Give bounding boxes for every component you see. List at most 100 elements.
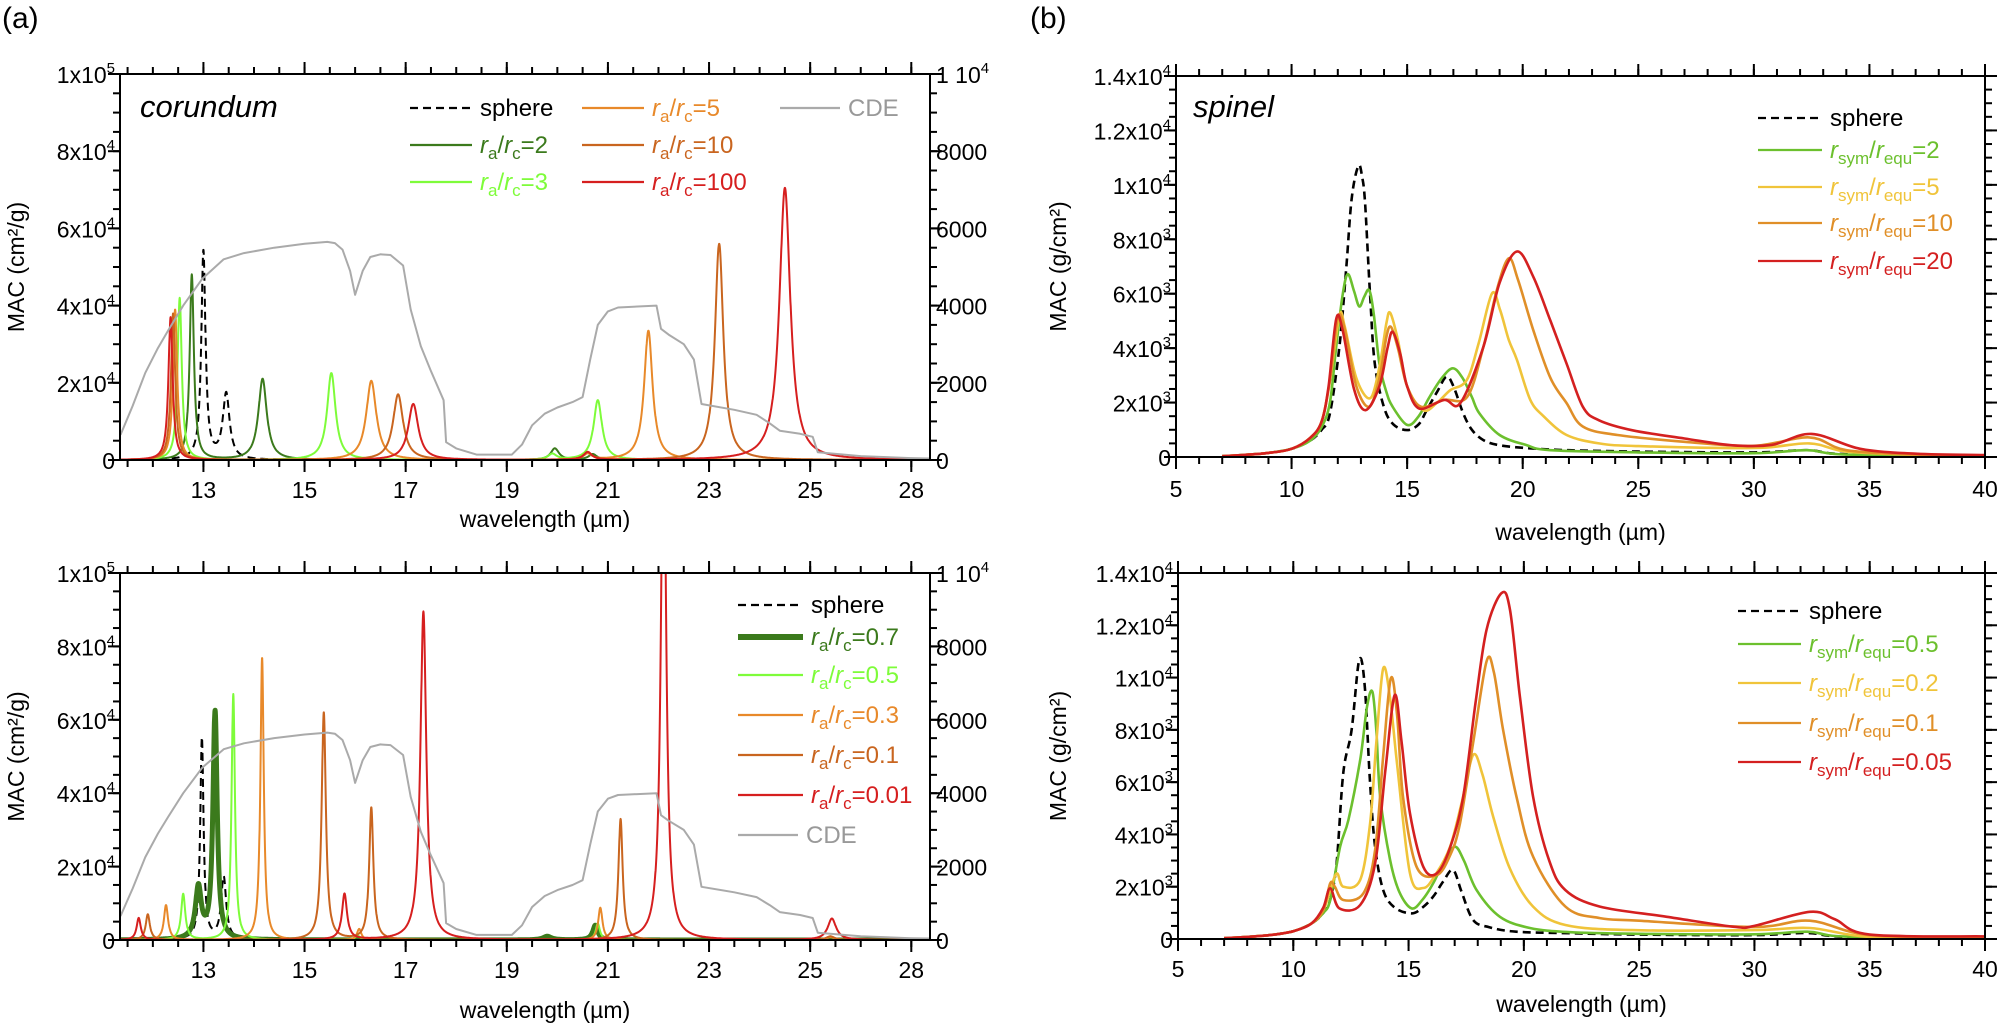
y2-tick-label: 4000: [936, 294, 987, 320]
x-tick-label: 13: [191, 957, 217, 983]
legend-item: ra/rc=100: [582, 169, 747, 200]
y-tick-mantissa: 8x10: [1113, 227, 1163, 253]
y-tick-label: 1x104: [1113, 171, 1171, 199]
y-tick-label: 1x105: [57, 559, 115, 587]
x-tick-label: 20: [1510, 476, 1536, 502]
y-tick-mantissa: 4x10: [1115, 822, 1165, 848]
legend-value: =0.2: [1891, 670, 1938, 697]
series-line-sym-0-2: [1224, 665, 1985, 939]
legend-var: r: [676, 132, 685, 159]
legend-label: CDE: [848, 95, 899, 122]
y2-tick-label: 1 104: [936, 559, 989, 587]
legend-label: rsym/requ=0.5: [1809, 631, 1939, 662]
legend-value: =5: [693, 95, 720, 122]
legend-slash: /: [1869, 248, 1876, 275]
legend-var: r: [1830, 137, 1839, 164]
legend-subscript: sym: [1817, 722, 1848, 741]
y-tick-label: 1.4x104: [1096, 559, 1173, 587]
legend-item: ra/rc=0.01: [738, 782, 912, 813]
legend-subscript: a: [819, 794, 829, 813]
y-tick-exponent: 4: [1165, 611, 1173, 628]
legend-item: ra/rc=10: [582, 132, 733, 163]
legend-var: r: [676, 95, 685, 122]
series-line-cde: [120, 731, 930, 940]
series-line-sphere: [1222, 163, 1985, 457]
y-tick-exponent: 4: [1163, 171, 1171, 188]
y-tick-label: 1.4x104: [1094, 62, 1171, 90]
x-tick-label: 35: [1857, 956, 1883, 982]
y-tick-label: 8x104: [57, 632, 115, 660]
legend-value: =10: [693, 132, 734, 159]
legend-value: =0.3: [852, 702, 899, 729]
x-tick-label: 25: [1626, 956, 1652, 982]
y-tick-label: 8x103: [1113, 225, 1171, 253]
legend-value: =0.01: [852, 782, 913, 809]
legend-label: rsym/requ=10: [1830, 210, 1953, 241]
y-tick-label: 6x103: [1115, 768, 1173, 796]
legend-subscript: equ: [1884, 260, 1912, 279]
legend-value: =0.1: [1891, 710, 1938, 737]
legend-label: rsym/requ=5: [1830, 174, 1940, 205]
y-axis-title: MAC (g/cm²): [1045, 201, 1071, 331]
legend-var: r: [835, 742, 844, 769]
y-tick-mantissa: 1.2x10: [1094, 118, 1163, 144]
legend-label: ra/rc=0.7: [811, 624, 899, 655]
y-tick-exponent: 4: [107, 214, 115, 231]
legend-subscript: equ: [1884, 149, 1912, 168]
y-tick-mantissa: 1.2x10: [1096, 613, 1165, 639]
x-tick-label: 13: [191, 477, 217, 503]
y-tick-label: 4x104: [57, 292, 115, 320]
legend-slash: /: [1848, 631, 1855, 658]
y2-tick-label: 0: [936, 928, 949, 954]
series-line-sym-0-5: [1224, 689, 1985, 939]
legend-var: r: [1830, 248, 1839, 275]
y-axis-title: MAC (cm²/g): [3, 202, 29, 332]
legend-item: ra/rc=3: [410, 169, 548, 200]
series-line-sym-20: [1222, 250, 1985, 457]
y-tick-mantissa: 1x10: [1113, 173, 1163, 199]
legend-var: r: [835, 662, 844, 689]
y-tick-mantissa: 6x10: [57, 708, 107, 734]
x-axis-title: wavelength (µm): [459, 506, 630, 532]
legend-slash: /: [669, 132, 676, 159]
y2-tick-label: 8000: [936, 634, 987, 660]
y-tick-exponent: 4: [107, 706, 115, 723]
y-tick-exponent: 4: [1163, 62, 1171, 79]
legend-var: r: [1876, 174, 1885, 201]
legend-var: r: [1809, 749, 1818, 776]
ticks: [108, 561, 942, 952]
legend-item: rsym/requ=20: [1758, 248, 1953, 279]
x-axis-title: wavelength (µm): [1494, 519, 1665, 545]
ticks: [108, 62, 942, 472]
y2-tick-mantissa: 1 10: [936, 62, 981, 88]
legend-var: r: [504, 132, 513, 159]
y-tick-exponent: 3: [1165, 873, 1173, 890]
y-tick-exponent: 4: [107, 779, 115, 796]
legend-subscript: c: [512, 181, 521, 200]
legend-subscript: a: [660, 107, 670, 126]
legend-label: sphere: [480, 95, 553, 122]
legend-item: rsym/requ=0.1: [1738, 710, 1939, 741]
y-tick-mantissa: 2x10: [57, 371, 107, 397]
y-tick-label: 6x103: [1113, 280, 1171, 308]
legend-label: sphere: [811, 592, 884, 619]
legend-label: rsym/requ=0.05: [1809, 749, 1952, 780]
y-tick-label: 1.2x104: [1094, 116, 1171, 144]
y-tick-label: 0: [102, 448, 115, 474]
legend-item: rsym/requ=0.2: [1738, 670, 1939, 701]
y-tick-exponent: 4: [1165, 559, 1173, 576]
legend-label: ra/rc=0.5: [811, 662, 899, 693]
legend-var: r: [1830, 210, 1839, 237]
y-tick-mantissa: 8x10: [1115, 718, 1165, 744]
panel-0: 13 15 17 19 21 23 25 2802x1044x1046x1048x1041x1…: [3, 60, 989, 532]
y2-tick-mantissa: 1 10: [936, 561, 981, 587]
legend-var: r: [1809, 631, 1818, 658]
legend-var: r: [1809, 670, 1818, 697]
y-tick-mantissa: 1x10: [57, 561, 107, 587]
legend-value: =5: [1912, 174, 1939, 201]
legend-subscript: c: [843, 754, 852, 773]
legend-slash: /: [828, 662, 835, 689]
legend-subscript: sym: [1817, 761, 1848, 780]
legend-item: rsym/requ=10: [1758, 210, 1953, 241]
y-tick-label: 4x104: [57, 779, 115, 807]
